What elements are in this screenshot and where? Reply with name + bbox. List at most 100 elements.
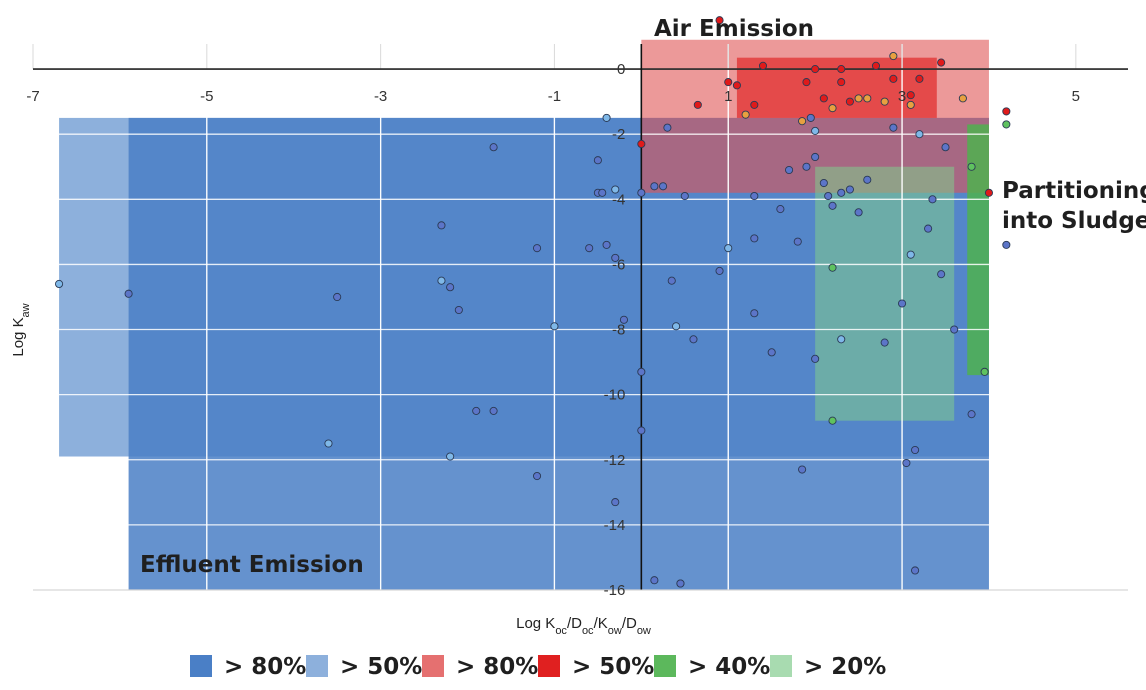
legend-label: > 20%	[804, 654, 886, 680]
data-point-effluent-80	[676, 579, 685, 588]
legend-swatch	[422, 655, 444, 677]
data-point-effluent-80	[598, 188, 607, 197]
data-point-air-50	[715, 16, 724, 25]
region-label-sludge: into Sludge	[1002, 208, 1146, 234]
data-point-air-50	[802, 78, 811, 87]
data-point-effluent-80	[489, 406, 498, 415]
data-point-effluent-80	[637, 426, 646, 435]
data-point-air-50	[693, 100, 702, 109]
y-tick-label: -16	[604, 582, 626, 599]
data-point-effluent-80	[902, 458, 911, 468]
x-tick-label: 3	[898, 88, 906, 105]
x-tick-label: -7	[26, 88, 39, 105]
data-point-effluent-80	[715, 266, 724, 275]
data-point-effluent-80	[845, 185, 854, 194]
data-point-effluent-80	[911, 445, 920, 455]
legend: > 80% > 50% > 80% > 50% > 40% > 20%	[190, 654, 886, 680]
x-axis-label: Log Koc/Doc/Kow/Dow	[516, 615, 651, 637]
data-point-sludge-40	[828, 416, 837, 425]
data-point-effluent-80	[911, 566, 920, 575]
tick-labels: -7 -5 -3 -1 1 3 5 0 -2 -4 -6 -8 -10 -12 -14 -16	[26, 61, 1080, 599]
data-point-sludge-40	[828, 263, 837, 272]
legend-label: > 80%	[224, 654, 306, 680]
data-point-effluent-80	[650, 576, 659, 585]
data-point-effluent-80	[924, 224, 933, 233]
data-point-effluent-80	[532, 244, 542, 253]
data-point-effluent-80	[619, 315, 629, 324]
axis-labels: Log Koc/Doc/Kow/Dow Log Kaw	[10, 303, 651, 637]
data-point-air-50	[845, 97, 854, 106]
data-point-effluent-80	[937, 270, 946, 279]
data-point-effluent-50	[446, 452, 455, 461]
axes	[33, 44, 1128, 591]
data-point-air-80	[741, 110, 750, 119]
data-point-air-80	[828, 104, 837, 113]
data-point-effluent-80	[837, 188, 846, 197]
data-point-effluent-50	[915, 130, 924, 139]
region-air-50	[736, 57, 937, 118]
data-point-effluent-80	[1002, 240, 1011, 249]
data-point-effluent-80	[819, 178, 828, 188]
region-label-effluent: Effluent Emission	[140, 552, 364, 578]
data-point-air-80	[863, 94, 872, 103]
y-tick-label: -4	[612, 191, 625, 208]
data-point-effluent-80	[750, 309, 759, 318]
data-point-effluent-50	[672, 322, 681, 331]
data-point-effluent-50	[906, 250, 915, 259]
data-point-effluent-80	[667, 276, 676, 285]
data-point-effluent-80	[785, 165, 794, 175]
region-labels: Air Emission Partitioning into Sludge Efflu…	[140, 16, 1146, 578]
data-point-air-50	[750, 100, 759, 109]
data-point-effluent-80	[928, 195, 937, 204]
data-point-effluent-80	[750, 191, 759, 201]
data-point-air-50	[984, 188, 994, 197]
data-point-effluent-50	[550, 322, 559, 331]
legend-label: > 50%	[340, 654, 422, 680]
data-point-air-50	[889, 74, 898, 83]
legend-label: > 80%	[456, 654, 538, 680]
data-point-effluent-50	[611, 185, 620, 194]
data-point-air-50	[837, 78, 846, 87]
data-point-effluent-80	[659, 182, 668, 191]
data-point-air-80	[906, 100, 915, 109]
data-point-effluent-80	[750, 234, 759, 243]
data-point-effluent-80	[811, 152, 820, 162]
data-point-effluent-80	[489, 143, 498, 152]
data-point-effluent-80	[767, 348, 776, 357]
y-tick-label: -8	[612, 322, 625, 339]
data-point-effluent-80	[602, 240, 611, 249]
data-point-air-80	[798, 117, 807, 126]
data-point-effluent-80	[593, 156, 602, 165]
legend-label: > 50%	[572, 654, 654, 680]
data-point-effluent-50	[324, 439, 333, 448]
data-point-effluent-80	[950, 325, 959, 334]
data-point-effluent-50	[602, 113, 611, 122]
data-point-effluent-80	[967, 410, 976, 419]
x-tick-label: -5	[200, 88, 213, 105]
data-point-effluent-80	[472, 406, 481, 415]
data-point-effluent-80	[124, 289, 133, 298]
data-point-air-50	[724, 78, 733, 87]
y-tick-label: -14	[604, 517, 626, 534]
data-point-effluent-50	[55, 279, 64, 289]
data-point-effluent-80	[650, 182, 659, 191]
data-point-air-50	[758, 61, 768, 70]
data-point-effluent-80	[824, 191, 833, 201]
data-point-effluent-50	[724, 244, 733, 253]
data-point-effluent-80	[854, 208, 863, 217]
legend-swatch	[654, 655, 676, 677]
data-point-effluent-80	[806, 113, 815, 122]
data-points	[55, 16, 1011, 588]
data-point-effluent-80	[793, 237, 802, 246]
data-point-air-80	[958, 94, 967, 103]
region-label-air: Air Emission	[654, 16, 814, 42]
data-point-effluent-50	[437, 276, 446, 285]
x-tick-label: 1	[724, 88, 732, 105]
data-point-effluent-50	[837, 335, 846, 344]
data-point-air-80	[880, 97, 889, 106]
data-point-air-50	[837, 65, 846, 74]
y-tick-label: -12	[604, 452, 626, 469]
data-point-effluent-80	[798, 465, 807, 474]
region-label-sludge: Partitioning	[1002, 178, 1146, 204]
